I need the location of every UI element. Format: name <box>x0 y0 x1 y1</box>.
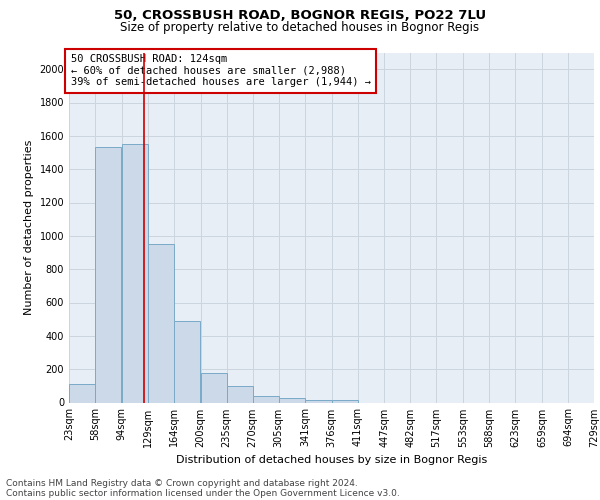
Bar <box>332 400 358 402</box>
Text: Size of property relative to detached houses in Bognor Regis: Size of property relative to detached ho… <box>121 21 479 34</box>
Bar <box>122 144 148 403</box>
Y-axis label: Number of detached properties: Number of detached properties <box>24 140 34 315</box>
Text: 50, CROSSBUSH ROAD, BOGNOR REGIS, PO22 7LU: 50, CROSSBUSH ROAD, BOGNOR REGIS, PO22 7… <box>114 9 486 22</box>
Bar <box>174 321 200 402</box>
Text: Contains public sector information licensed under the Open Government Licence v3: Contains public sector information licen… <box>6 488 400 498</box>
Bar <box>69 384 95 402</box>
Bar <box>253 396 279 402</box>
Text: 50 CROSSBUSH ROAD: 124sqm
← 60% of detached houses are smaller (2,988)
39% of se: 50 CROSSBUSH ROAD: 124sqm ← 60% of detac… <box>71 54 371 88</box>
Bar <box>148 244 174 402</box>
Bar <box>305 400 331 402</box>
Bar <box>200 372 227 402</box>
Bar <box>279 398 305 402</box>
X-axis label: Distribution of detached houses by size in Bognor Regis: Distribution of detached houses by size … <box>176 455 487 465</box>
Text: Contains HM Land Registry data © Crown copyright and database right 2024.: Contains HM Land Registry data © Crown c… <box>6 478 358 488</box>
Bar <box>95 146 121 402</box>
Bar <box>227 386 253 402</box>
